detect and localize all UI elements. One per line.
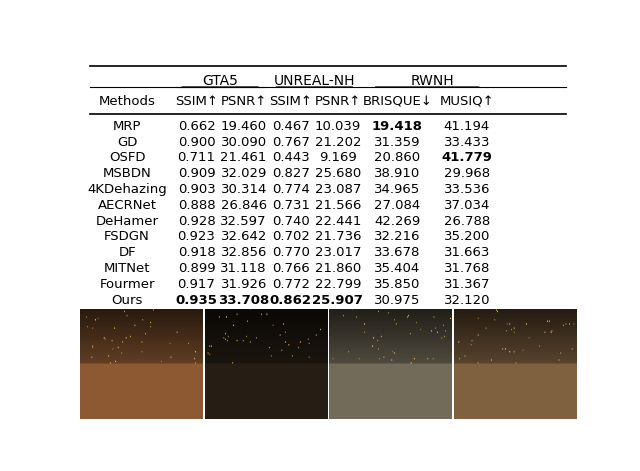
Text: MSBDN: MSBDN bbox=[103, 167, 152, 180]
Text: 41.194: 41.194 bbox=[444, 120, 490, 133]
Text: 0.766: 0.766 bbox=[272, 262, 310, 275]
Text: 31.663: 31.663 bbox=[444, 246, 490, 259]
Text: 31.768: 31.768 bbox=[444, 262, 490, 275]
Text: 21.860: 21.860 bbox=[315, 262, 361, 275]
Text: 25.680: 25.680 bbox=[315, 167, 361, 180]
Text: 38.910: 38.910 bbox=[374, 167, 420, 180]
Text: 41.779: 41.779 bbox=[442, 151, 492, 164]
Text: UNREAL-NH: UNREAL-NH bbox=[274, 73, 355, 88]
Text: 20.860: 20.860 bbox=[374, 151, 420, 164]
Text: 0.443: 0.443 bbox=[272, 151, 310, 164]
Text: 32.029: 32.029 bbox=[221, 167, 267, 180]
Text: DeHamer: DeHamer bbox=[95, 215, 159, 227]
Text: 35.404: 35.404 bbox=[374, 262, 420, 275]
Text: 0.903: 0.903 bbox=[178, 183, 216, 196]
Text: 9.169: 9.169 bbox=[319, 151, 356, 164]
Text: 0.662: 0.662 bbox=[178, 120, 216, 133]
Text: 0.702: 0.702 bbox=[272, 230, 310, 244]
Text: SSIM↑: SSIM↑ bbox=[269, 96, 312, 108]
Text: 0.899: 0.899 bbox=[178, 262, 216, 275]
Text: 34.965: 34.965 bbox=[374, 183, 420, 196]
Text: GD: GD bbox=[117, 136, 138, 148]
Text: MRP: MRP bbox=[113, 120, 141, 133]
Text: 4KDehazing: 4KDehazing bbox=[87, 183, 167, 196]
Text: AECRNet: AECRNet bbox=[98, 199, 157, 212]
Text: 0.770: 0.770 bbox=[272, 246, 310, 259]
Text: 31.367: 31.367 bbox=[444, 278, 490, 291]
Text: PSNR↑: PSNR↑ bbox=[315, 96, 361, 108]
Text: 31.926: 31.926 bbox=[221, 278, 267, 291]
Text: 0.923: 0.923 bbox=[178, 230, 216, 244]
Text: MUSIQ↑: MUSIQ↑ bbox=[440, 96, 494, 108]
Text: 0.774: 0.774 bbox=[272, 183, 310, 196]
Text: 0.767: 0.767 bbox=[272, 136, 310, 148]
Text: 0.827: 0.827 bbox=[272, 167, 310, 180]
Text: 21.736: 21.736 bbox=[315, 230, 361, 244]
Text: 35.850: 35.850 bbox=[374, 278, 420, 291]
Text: 22.799: 22.799 bbox=[315, 278, 361, 291]
Text: BRISQUE↓: BRISQUE↓ bbox=[362, 96, 433, 108]
Text: 30.090: 30.090 bbox=[221, 136, 267, 148]
Text: 32.216: 32.216 bbox=[374, 230, 420, 244]
Text: 0.862: 0.862 bbox=[270, 294, 312, 307]
Text: Ours: Ours bbox=[111, 294, 143, 307]
Text: Fourmer: Fourmer bbox=[99, 278, 155, 291]
Text: 0.928: 0.928 bbox=[178, 215, 216, 227]
Text: 19.460: 19.460 bbox=[221, 120, 267, 133]
Text: GTA5: GTA5 bbox=[202, 73, 238, 88]
Text: 30.975: 30.975 bbox=[374, 294, 420, 307]
Text: 23.087: 23.087 bbox=[315, 183, 361, 196]
Text: 0.888: 0.888 bbox=[178, 199, 216, 212]
Text: 33.433: 33.433 bbox=[444, 136, 490, 148]
Text: 30.314: 30.314 bbox=[221, 183, 267, 196]
Text: 32.120: 32.120 bbox=[444, 294, 490, 307]
Text: 26.788: 26.788 bbox=[444, 215, 490, 227]
Text: 37.034: 37.034 bbox=[444, 199, 490, 212]
Text: 33.708: 33.708 bbox=[218, 294, 269, 307]
Text: 21.461: 21.461 bbox=[221, 151, 267, 164]
Text: 0.935: 0.935 bbox=[175, 294, 218, 307]
Text: 23.017: 23.017 bbox=[315, 246, 361, 259]
Text: 22.441: 22.441 bbox=[315, 215, 361, 227]
Text: FSDGN: FSDGN bbox=[104, 230, 150, 244]
Text: 10.039: 10.039 bbox=[315, 120, 361, 133]
Text: 21.566: 21.566 bbox=[315, 199, 361, 212]
Text: 33.678: 33.678 bbox=[374, 246, 420, 259]
Text: 27.084: 27.084 bbox=[374, 199, 420, 212]
Text: 0.731: 0.731 bbox=[272, 199, 310, 212]
Text: MITNet: MITNet bbox=[104, 262, 150, 275]
Text: OSFD: OSFD bbox=[109, 151, 145, 164]
Text: SSIM↑: SSIM↑ bbox=[175, 96, 218, 108]
Text: 0.900: 0.900 bbox=[178, 136, 216, 148]
Text: Methods: Methods bbox=[99, 96, 156, 108]
Text: 32.642: 32.642 bbox=[221, 230, 267, 244]
Text: 35.200: 35.200 bbox=[444, 230, 490, 244]
Text: 31.359: 31.359 bbox=[374, 136, 420, 148]
Text: 42.269: 42.269 bbox=[374, 215, 420, 227]
Text: 0.711: 0.711 bbox=[177, 151, 216, 164]
Text: 26.846: 26.846 bbox=[221, 199, 267, 212]
Text: 33.536: 33.536 bbox=[444, 183, 490, 196]
Text: 29.968: 29.968 bbox=[444, 167, 490, 180]
Text: 19.418: 19.418 bbox=[372, 120, 423, 133]
Text: PSNR↑: PSNR↑ bbox=[221, 96, 267, 108]
Text: 25.907: 25.907 bbox=[312, 294, 364, 307]
Text: 32.597: 32.597 bbox=[220, 215, 267, 227]
Text: 21.202: 21.202 bbox=[315, 136, 361, 148]
Text: RWNH: RWNH bbox=[410, 73, 454, 88]
Text: 0.917: 0.917 bbox=[178, 278, 216, 291]
Text: 0.467: 0.467 bbox=[272, 120, 310, 133]
Text: 0.772: 0.772 bbox=[272, 278, 310, 291]
Text: 0.918: 0.918 bbox=[178, 246, 216, 259]
Text: 31.118: 31.118 bbox=[220, 262, 267, 275]
Text: DF: DF bbox=[118, 246, 136, 259]
Text: 0.909: 0.909 bbox=[178, 167, 216, 180]
Text: 32.856: 32.856 bbox=[221, 246, 267, 259]
Text: 0.740: 0.740 bbox=[272, 215, 310, 227]
